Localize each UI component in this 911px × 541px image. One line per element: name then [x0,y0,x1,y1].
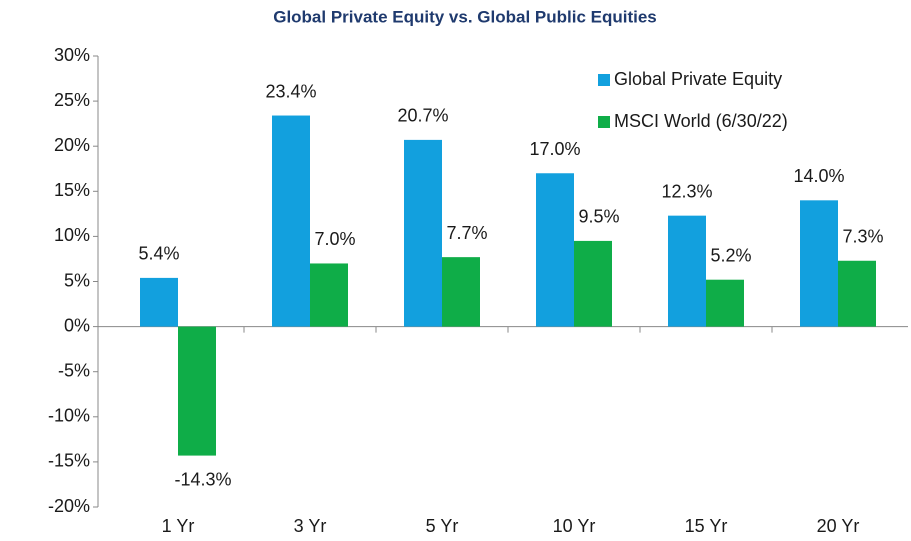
bar [272,115,310,327]
y-tick-label: 0% [64,315,90,335]
legend-swatch [598,116,610,128]
bar [404,139,442,327]
data-label: 20.7% [397,106,448,126]
bar [706,279,744,327]
legend-swatch [598,74,610,86]
y-tick-label: -5% [58,360,90,380]
data-label: 23.4% [265,81,316,101]
bar [574,240,612,327]
data-label: 5.2% [710,245,751,265]
data-label: 7.7% [446,223,487,243]
y-tick-label: 25% [54,90,90,110]
x-tick-label: 15 Yr [685,516,728,536]
bar [442,257,480,327]
y-tick-label: 5% [64,270,90,290]
bar [140,277,178,327]
y-tick-label: 30% [54,45,90,65]
data-label: 7.0% [314,229,355,249]
data-label: 17.0% [529,139,580,159]
data-label: 9.5% [578,207,619,227]
y-tick-label: 10% [54,225,90,245]
data-label: -14.3% [174,469,231,489]
bar [838,260,876,327]
data-label: 14.0% [793,166,844,186]
data-label: 12.3% [661,181,712,201]
legend-label: MSCI World (6/30/22) [614,111,788,131]
chart-title: Global Private Equity vs. Global Public … [273,7,657,26]
y-tick-label: -15% [48,451,90,471]
data-label: 7.3% [842,227,883,247]
x-tick-label: 5 Yr [426,516,459,536]
bar [800,200,838,327]
y-tick-label: -10% [48,406,90,426]
data-label: 5.4% [138,244,179,264]
bar [536,173,574,327]
y-tick-label: -20% [48,496,90,516]
bar [310,263,348,327]
x-tick-label: 3 Yr [294,516,327,536]
y-tick-label: 20% [54,135,90,155]
legend-label: Global Private Equity [614,69,782,89]
bar [668,215,706,327]
x-tick-label: 10 Yr [553,516,596,536]
x-tick-label: 20 Yr [817,516,860,536]
x-tick-label: 1 Yr [162,516,195,536]
bar [178,326,216,456]
y-tick-label: 15% [54,180,90,200]
